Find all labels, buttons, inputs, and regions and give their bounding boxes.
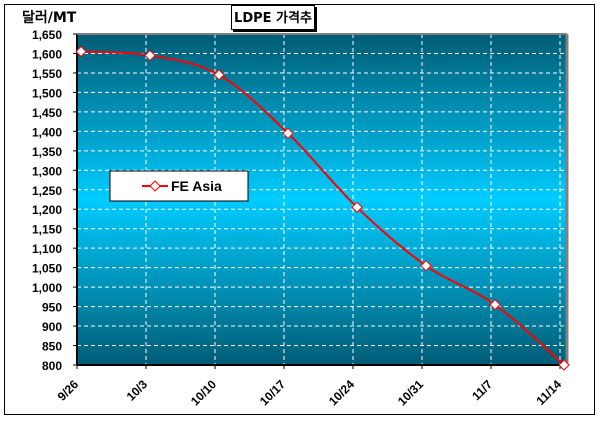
y-tick-label: 1,000	[32, 281, 62, 295]
data-point	[213, 69, 225, 81]
y-tick-label: 1,650	[32, 28, 62, 42]
data-point	[282, 127, 294, 140]
y-tick-label: 1,300	[32, 164, 62, 178]
y-tick-label: 1,250	[32, 184, 62, 198]
chart-title: LDPE 가격추이	[231, 5, 315, 51]
data-point	[558, 359, 570, 371]
x-tick-label: 11/7	[469, 377, 495, 403]
y-axis-label: 달러/MT	[22, 10, 77, 26]
y-tick-label: 800	[42, 359, 62, 373]
x-tick-label: 9/26	[55, 377, 82, 404]
y-tick-label: 900	[42, 320, 62, 334]
y-tick-label: 1,150	[32, 223, 62, 237]
x-tick-label: 10/24	[326, 377, 357, 408]
x-tick-label: 10/31	[395, 377, 426, 408]
chart-frame	[4, 4, 595, 415]
data-point	[75, 45, 87, 58]
y-tick-label: 1,100	[32, 242, 62, 256]
y-tick-label: 850	[42, 340, 62, 354]
y-tick-label: 1,500	[32, 86, 62, 100]
legend-label: FE Asia	[171, 178, 222, 194]
series-line	[80, 50, 565, 366]
x-tick-label: 11/14	[533, 377, 564, 408]
y-tick-label: 1,450	[32, 106, 62, 120]
x-tick-label: 10/3	[124, 377, 151, 404]
data-point	[351, 201, 363, 213]
y-tick-label: 1,350	[32, 145, 62, 159]
y-tick-label: 1,050	[32, 262, 62, 276]
x-tick-label: 10/17	[257, 377, 288, 408]
legend-diamond-icon	[149, 180, 161, 192]
data-point	[144, 49, 156, 62]
data-point	[489, 298, 501, 311]
y-tick-label: 1,550	[32, 67, 62, 81]
y-tick-label: 1,600	[32, 47, 62, 61]
x-tick-label: 10/10	[188, 377, 219, 408]
y-tick-label: 1,400	[32, 125, 62, 139]
y-tick-label: 950	[42, 301, 62, 315]
y-tick-label: 1,200	[32, 203, 62, 217]
legend: FE Asia	[109, 170, 249, 202]
data-point	[420, 259, 432, 272]
